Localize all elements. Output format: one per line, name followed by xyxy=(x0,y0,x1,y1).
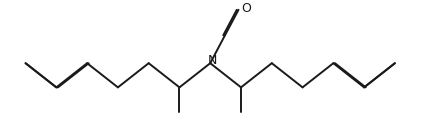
Text: N: N xyxy=(208,54,217,67)
Text: O: O xyxy=(241,2,251,15)
